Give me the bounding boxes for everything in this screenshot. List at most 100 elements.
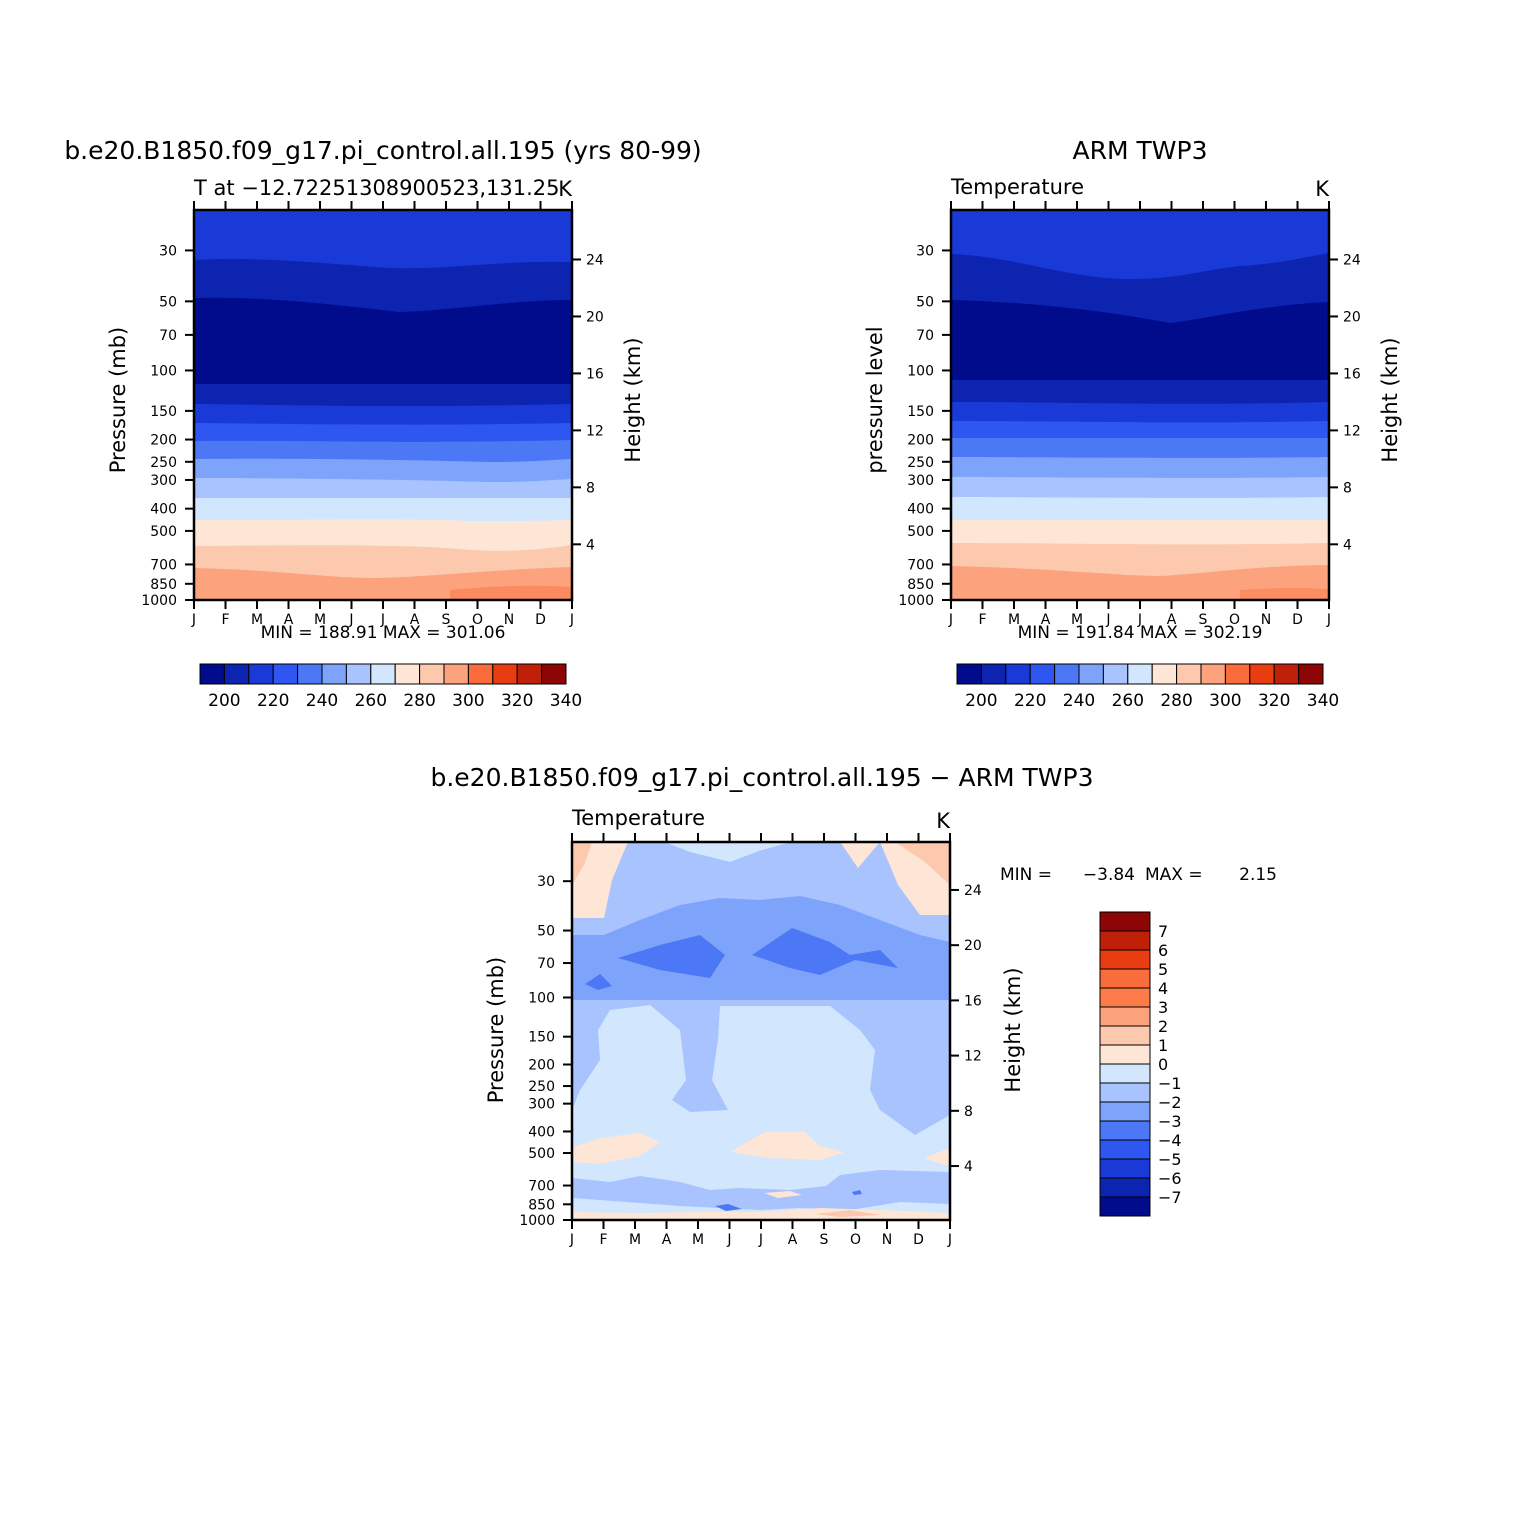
y-tick-label: 700	[907, 557, 934, 573]
contour-band	[852, 1190, 862, 1195]
contour-band	[194, 567, 572, 600]
contour-band	[752, 928, 898, 975]
colorbar-label: 220	[257, 691, 289, 711]
x-tick-label: M	[1071, 612, 1083, 628]
y-tick-label-right: 20	[586, 309, 604, 325]
colorbar-label: 5	[1158, 960, 1168, 979]
panel-diff-units: K	[936, 809, 951, 833]
colorbar-label: 200	[208, 691, 240, 711]
colorbar-swatch	[1099, 1044, 1151, 1065]
contour-band	[815, 1210, 880, 1217]
x-tick-label: J	[758, 1232, 763, 1248]
y-tick-label: 150	[528, 1030, 555, 1046]
y-tick-label: 30	[159, 243, 177, 259]
y-tick-label: 850	[528, 1197, 555, 1213]
colorbar-label: 240	[1063, 691, 1095, 711]
y-tick-label: 500	[907, 524, 934, 540]
x-tick-label: A	[1041, 612, 1051, 628]
y-tick-label: 150	[150, 404, 177, 420]
y-tick-label: 250	[150, 455, 177, 471]
y-tick-label-right: 8	[586, 480, 595, 496]
x-tick-label: M	[314, 612, 326, 628]
colorbar-swatch	[1151, 663, 1178, 685]
panel-diff-plot-area	[570, 840, 952, 1222]
y-tick-label-right: 16	[964, 993, 982, 1009]
y-tick-label: 300	[528, 1097, 555, 1113]
panel-obs-title: ARM TWP3	[1073, 136, 1208, 165]
colorbar-swatch	[199, 663, 225, 685]
x-tick-label: D	[913, 1232, 924, 1248]
x-tick-label: F	[599, 1232, 607, 1248]
colorbar-swatch	[1099, 1063, 1151, 1084]
colorbar: 200 220 240 260 280 300 320 340	[956, 663, 1339, 711]
x-tick-label: J	[726, 1232, 731, 1248]
panel-diff: b.e20.B1850.f09_g17.pi_control.all.195 −…	[430, 763, 1277, 1248]
y-tick-label: 30	[537, 874, 555, 890]
y-tick-label-right: 12	[1343, 423, 1361, 439]
colorbar-swatch	[1099, 1196, 1151, 1217]
x-tick-label: N	[504, 612, 514, 628]
y-tick-label-right: 4	[586, 537, 595, 553]
x-tick-label: F	[978, 612, 986, 628]
colorbar-swatch	[980, 663, 1007, 685]
y-tick-label-right: 16	[1343, 366, 1361, 382]
colorbar-swatch	[1176, 663, 1202, 685]
min-value: −3.84	[1083, 865, 1135, 885]
contour-band	[585, 974, 612, 990]
colorbar-swatch	[1298, 663, 1324, 685]
colorbar-swatch	[1099, 1177, 1151, 1198]
colorbar-swatch	[223, 663, 250, 685]
contour-band	[924, 1148, 950, 1166]
panel-model-plot-area	[192, 208, 574, 602]
contour-band	[450, 585, 572, 600]
colorbar-swatch	[541, 663, 567, 685]
colorbar-swatch	[419, 663, 445, 685]
colorbar-label: 220	[1014, 691, 1046, 711]
x-tick-label: D	[1292, 612, 1303, 628]
colorbar-swatch	[1224, 663, 1251, 685]
colorbar-swatch	[297, 663, 323, 685]
panel-obs-units: K	[1315, 177, 1330, 201]
contour-band	[572, 1133, 660, 1164]
colorbar-label: 320	[1258, 691, 1290, 711]
x-tick-label: M	[251, 612, 263, 628]
y-tick-label: 70	[916, 328, 934, 344]
y-tick-label: 700	[150, 557, 177, 573]
y-tick-label: 30	[916, 243, 934, 259]
x-tick-label: J	[948, 612, 953, 628]
x-tick-label: J	[1137, 612, 1142, 628]
panel-model-units: K	[558, 177, 573, 201]
y-axis-label-right: Height (km)	[621, 337, 645, 462]
contour-band	[715, 1204, 742, 1211]
y-axis-label-left: Pressure (mb)	[484, 957, 508, 1104]
y-tick-label: 200	[150, 433, 177, 449]
colorbar-label: −4	[1158, 1131, 1182, 1150]
panel-model-title: b.e20.B1850.f09_g17.pi_control.all.195 (…	[64, 136, 701, 165]
contour-band	[572, 1170, 950, 1210]
colorbar-label: 6	[1158, 941, 1168, 960]
colorbar-label: 300	[1209, 691, 1241, 711]
y-tick-label: 50	[916, 294, 934, 310]
y-tick-label: 400	[907, 502, 934, 518]
colorbar-swatch	[1099, 1082, 1151, 1103]
contour-band	[618, 935, 725, 978]
colorbar-swatch	[1127, 663, 1153, 685]
colorbar-swatch	[1099, 911, 1151, 932]
colorbar-label: 200	[965, 691, 997, 711]
contour-band	[572, 842, 628, 918]
y-tick-label: 300	[150, 473, 177, 489]
colorbar-swatch	[1273, 663, 1300, 685]
panel-diff-title: b.e20.B1850.f09_g17.pi_control.all.195 −…	[430, 763, 1093, 792]
colorbar-swatch	[345, 663, 372, 685]
colorbar-swatch	[1099, 1139, 1151, 1160]
colorbar-swatch	[492, 663, 518, 685]
contour-band	[1240, 588, 1329, 600]
colorbar-swatch	[248, 663, 274, 685]
colorbar-swatch	[272, 663, 299, 685]
contour-band	[895, 842, 950, 885]
y-tick-label: 200	[907, 433, 934, 449]
